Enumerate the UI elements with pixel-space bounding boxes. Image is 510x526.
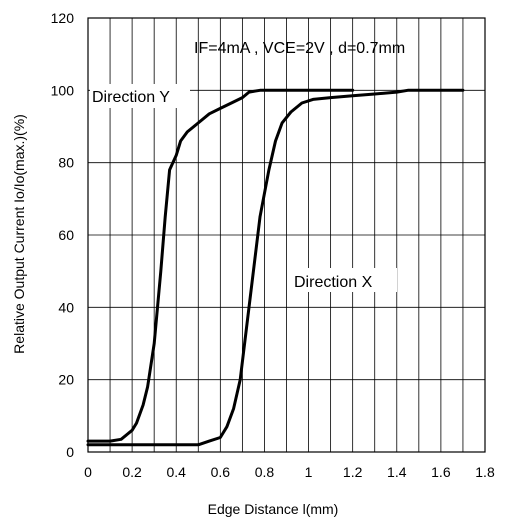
series-layer	[86, 88, 465, 447]
y-tick-label: 20	[58, 372, 74, 388]
y-tick-label: 100	[51, 82, 75, 98]
x-tick-label: 0	[84, 464, 92, 480]
x-tick-label: 1	[305, 464, 313, 480]
x-tick-label: 0.4	[166, 464, 186, 480]
series-line-direction-y	[86, 88, 355, 443]
annotation-direction-x: Direction X	[294, 274, 373, 291]
x-tick-label: 1.6	[431, 464, 451, 480]
x-tick-label: 1.2	[343, 464, 363, 480]
x-tick-label: 0.8	[255, 464, 275, 480]
x-axis-title: Edge Distance l(mm)	[208, 501, 339, 517]
y-tick-label: 120	[51, 10, 75, 26]
plot-frame	[87, 17, 486, 453]
annotation-test-conditions: IF=4mA , VCE=2V , d=0.7mm	[194, 40, 405, 57]
x-tick-label: 1.8	[475, 464, 495, 480]
x-tick-label: 0.2	[122, 464, 142, 480]
annotation-direction-y: Direction Y	[92, 89, 170, 106]
y-tick-label: 60	[58, 227, 74, 243]
y-tick-label: 40	[58, 299, 74, 315]
y-axis-title: Relative Output Current Io/Io(max.)(%)	[11, 114, 27, 354]
tick-labels: 0 0.2 0.4 0.6 0.8 1 1.2 1.4 1.6 1.8 0 20 40 60 80 100 12…	[51, 10, 495, 480]
annotation-direction-y-background	[90, 84, 190, 108]
y-tick-label: 80	[58, 155, 74, 171]
series-line-direction-x	[86, 88, 465, 447]
y-tick-label: 0	[66, 444, 74, 460]
x-tick-label: 1.4	[387, 464, 407, 480]
annotation-direction-x-background	[291, 268, 397, 292]
x-tick-label: 0.6	[211, 464, 231, 480]
